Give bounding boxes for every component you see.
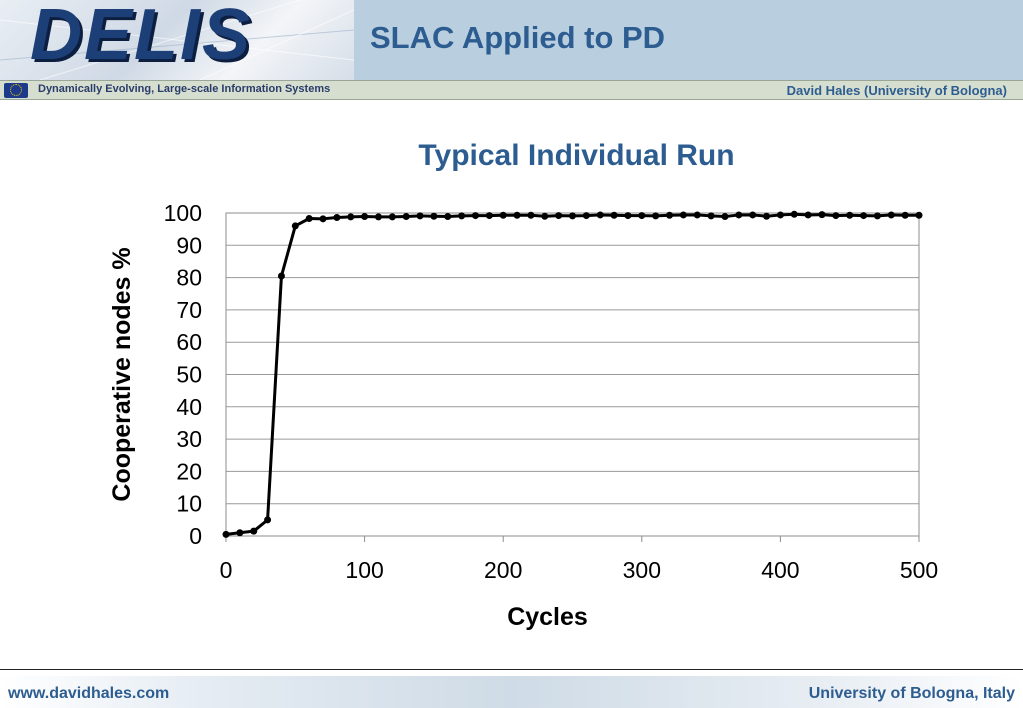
y-tick-label: 10 (176, 491, 202, 517)
data-point (818, 211, 826, 219)
data-point (347, 213, 355, 221)
data-point (291, 222, 299, 230)
x-tick-label: 0 (220, 557, 233, 583)
y-tick-label: 90 (176, 232, 202, 258)
x-axis-label: Cycles (507, 603, 588, 631)
footer-institution: University of Bologna, Italy (808, 685, 1015, 702)
data-point (860, 212, 868, 220)
data-point (250, 527, 258, 535)
data-point (471, 212, 479, 220)
chart-title: Typical Individual Run (418, 139, 735, 172)
delis-logo: DELIS (0, 0, 354, 80)
slide-title: SLAC Applied to PD (370, 20, 666, 55)
data-point (721, 213, 729, 221)
data-point (416, 212, 424, 220)
y-tick-label: 0 (189, 523, 202, 549)
data-point (707, 212, 715, 220)
data-point (236, 529, 244, 537)
data-point (305, 214, 313, 222)
data-point (735, 211, 743, 219)
data-point (901, 211, 909, 219)
data-point (499, 211, 507, 219)
y-tick-label: 20 (176, 458, 202, 484)
x-tick-label: 300 (623, 557, 661, 583)
x-tick-label: 400 (761, 557, 799, 583)
data-point (458, 212, 466, 220)
data-point (541, 212, 549, 220)
slide-header: DELIS SLAC Applied to PD Dynamically Evo… (0, 0, 1023, 100)
data-point (763, 212, 771, 220)
data-point (388, 213, 396, 221)
data-point (666, 211, 674, 219)
data-point (846, 211, 854, 219)
data-point (582, 212, 590, 220)
data-point (277, 272, 285, 280)
project-name: Dynamically Evolving, Large-scale Inform… (38, 83, 331, 95)
data-point (638, 212, 646, 220)
y-tick-label: 60 (176, 329, 202, 355)
x-tick-label: 100 (345, 557, 383, 583)
data-point (513, 211, 521, 219)
x-tick-label: 200 (484, 557, 522, 583)
data-point (361, 213, 369, 221)
y-tick-label: 100 (164, 200, 202, 226)
data-point (596, 211, 604, 219)
data-point (555, 212, 563, 220)
data-point (804, 211, 812, 219)
data-point (610, 211, 618, 219)
y-tick-label: 50 (176, 362, 202, 388)
y-axis-label: Cooperative nodes % (108, 247, 136, 501)
data-point (693, 211, 701, 219)
footer-divider (0, 669, 1023, 670)
data-point (527, 211, 535, 219)
data-point (776, 211, 784, 219)
x-tick-label: 500 (900, 557, 938, 583)
y-tick-label: 80 (176, 265, 202, 291)
data-point (333, 214, 341, 222)
footer-website[interactable]: www.davidhales.com (8, 685, 170, 702)
author-name: David Hales (University of Bologna) (786, 83, 1007, 98)
data-point (873, 212, 881, 220)
data-point (319, 215, 327, 223)
data-point (444, 213, 452, 221)
data-point (402, 213, 410, 221)
data-point (915, 211, 923, 219)
y-tick-label: 40 (176, 394, 202, 420)
data-point (485, 212, 493, 220)
line-chart: 0 10 20 30 40 50 60 70 80 90 100 0 100 200 300 400 500 Cy… (108, 200, 938, 631)
data-point (430, 212, 438, 220)
y-tick-label: 30 (176, 426, 202, 452)
data-point (887, 211, 895, 219)
data-point (222, 530, 230, 538)
logo-network-lines (0, 0, 354, 80)
data-point (749, 211, 757, 219)
data-point (374, 213, 382, 221)
title-band: SLAC Applied to PD (354, 0, 1023, 80)
y-tick-label: 70 (176, 297, 202, 323)
data-point (832, 212, 840, 220)
data-point (790, 210, 798, 218)
data-point (652, 212, 660, 220)
data-point (569, 212, 576, 220)
subtitle-band: Dynamically Evolving, Large-scale Inform… (0, 80, 1023, 100)
data-point (264, 516, 272, 524)
logo-text: DELIS (30, 0, 253, 75)
data-point (679, 211, 687, 219)
data-point (624, 212, 632, 220)
eu-flag-icon (4, 83, 28, 98)
slide-footer: www.davidhales.com University of Bologna… (0, 676, 1023, 708)
